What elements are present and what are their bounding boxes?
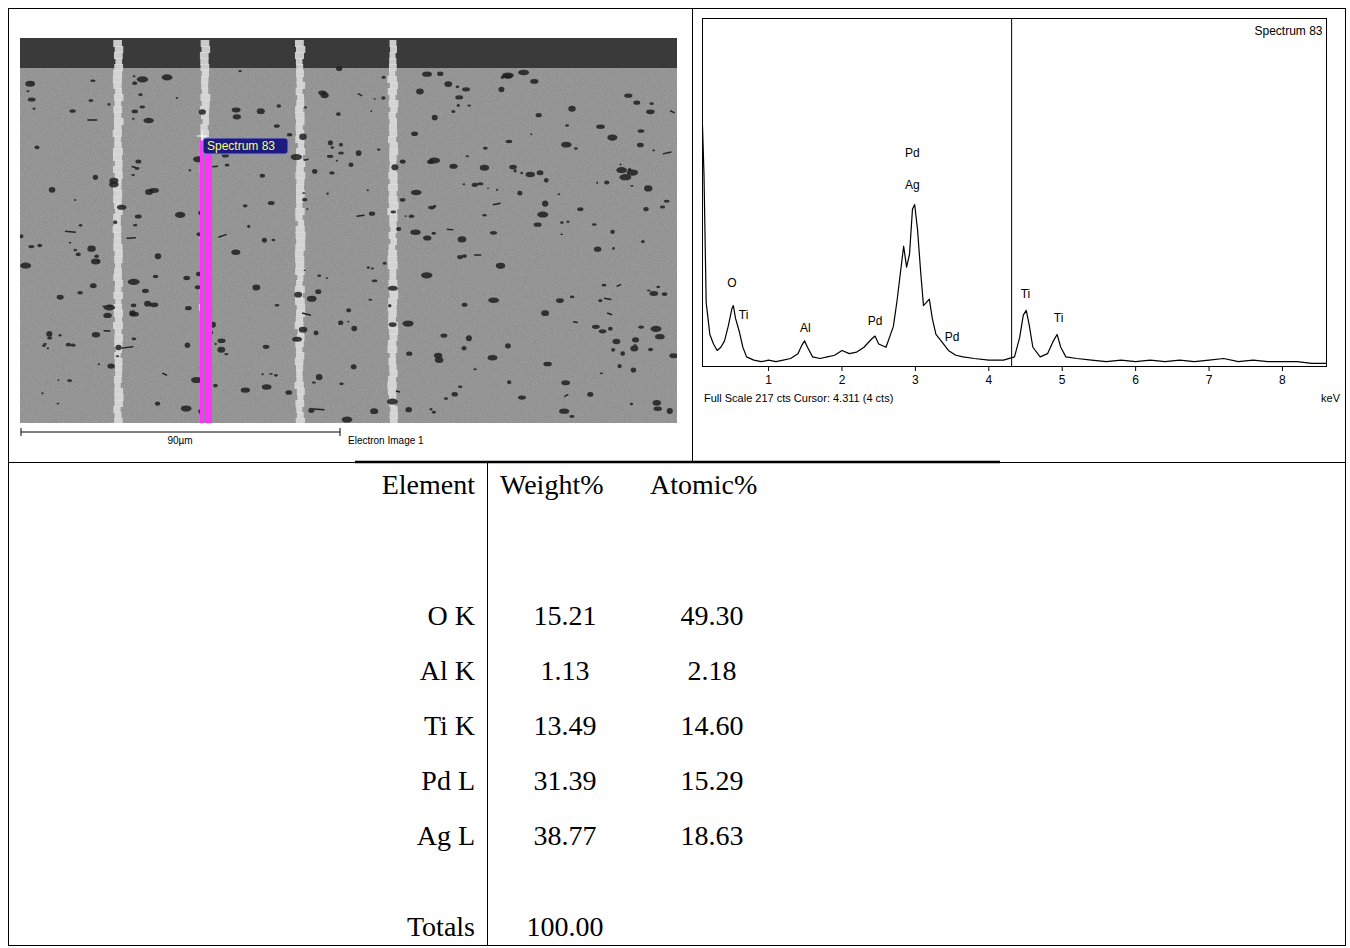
svg-text:Pd: Pd xyxy=(868,314,883,328)
svg-text:Totals: Totals xyxy=(407,911,475,942)
svg-text:Al: Al xyxy=(800,321,811,335)
svg-text:Ti: Ti xyxy=(1021,287,1031,301)
svg-text:13.49: 13.49 xyxy=(534,710,597,741)
svg-text:Spectrum 83: Spectrum 83 xyxy=(207,139,275,153)
svg-text:Electron Image 1: Electron Image 1 xyxy=(348,435,424,446)
svg-text:6: 6 xyxy=(1132,373,1139,387)
svg-text:49.30: 49.30 xyxy=(681,600,744,631)
svg-text:100.00: 100.00 xyxy=(527,911,604,942)
svg-text:Al K: Al K xyxy=(420,655,475,686)
svg-text:O: O xyxy=(727,276,736,290)
svg-text:4: 4 xyxy=(985,373,992,387)
svg-text:31.39: 31.39 xyxy=(534,765,597,796)
svg-text:Spectrum 83: Spectrum 83 xyxy=(1254,24,1322,38)
svg-text:2.18: 2.18 xyxy=(688,655,737,686)
svg-text:Ti: Ti xyxy=(1054,311,1064,325)
svg-text:Ag L: Ag L xyxy=(417,820,475,851)
svg-text:2: 2 xyxy=(839,373,846,387)
svg-text:3: 3 xyxy=(912,373,919,387)
svg-text:Ti K: Ti K xyxy=(424,710,475,741)
svg-text:8: 8 xyxy=(1279,373,1286,387)
svg-text:Pd L: Pd L xyxy=(421,765,475,796)
svg-text:Weight%: Weight% xyxy=(500,469,604,500)
html-text:Full Scale 217 cts Cursor: 4.3: Full Scale 217 cts Cursor: 4.311 (4 cts) xyxy=(704,392,894,404)
svg-text:15.29: 15.29 xyxy=(681,765,744,796)
svg-text:Atomic%: Atomic% xyxy=(650,469,757,500)
svg-text:90µm: 90µm xyxy=(167,435,192,446)
svg-text:14.60: 14.60 xyxy=(681,710,744,741)
svg-text:1.13: 1.13 xyxy=(541,655,590,686)
svg-text:1: 1 xyxy=(765,373,772,387)
svg-text:O K: O K xyxy=(428,600,475,631)
svg-text:5: 5 xyxy=(1059,373,1066,387)
svg-text:38.77: 38.77 xyxy=(534,820,597,851)
svg-text:15.21: 15.21 xyxy=(534,600,597,631)
svg-text:18.63: 18.63 xyxy=(681,820,744,851)
svg-text:Pd: Pd xyxy=(905,146,920,160)
svg-text:Pd: Pd xyxy=(945,330,960,344)
svg-text:Ti: Ti xyxy=(739,308,749,322)
svg-text:Element: Element xyxy=(382,469,476,500)
svg-text:Ag: Ag xyxy=(905,178,920,192)
svg-text:7: 7 xyxy=(1206,373,1213,387)
html-text:keV: keV xyxy=(1321,392,1340,404)
